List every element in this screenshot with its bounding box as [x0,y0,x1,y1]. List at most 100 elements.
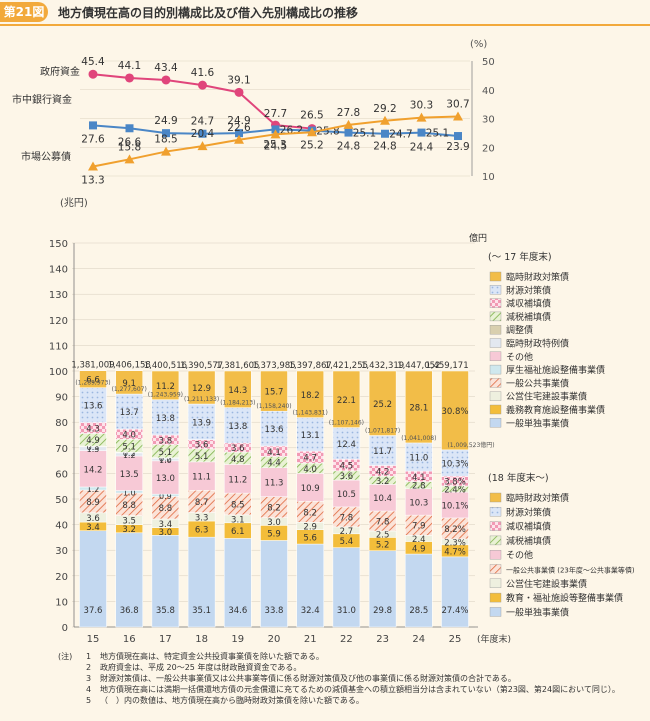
line-point-marker [162,129,170,138]
bar-segment [187,370,216,405]
bar-segment-label: 8.2 [303,508,317,518]
bar-ytick-label: 150 [49,239,68,250]
bar-segment-label: 10.1% [441,502,468,512]
bar-segment-label: 1.5 [87,445,100,454]
legend-item-label: 一般単独事業債 [506,606,569,618]
bar-segment-label: 4.7% [444,547,466,557]
bar-excluding-label: (1,158,240) [256,403,291,410]
note-row: 3 財源対策債は、一般公共事業債又は公共事業等債に係る財源対策債及び他の事業債に係… [58,673,648,684]
legend-swatch [489,271,502,282]
bar-segment [115,370,143,395]
bar-segment-label: 10.9 [301,484,320,494]
line-point-marker [161,146,171,156]
bar-segment-label: 6.6 [86,376,100,386]
bar-total-label: 1,459,171 [425,361,468,371]
line-data-label: 27.7 [264,108,287,120]
bar-excluding-label: (1,041,008) [401,435,436,442]
bar-segment-label: 4.5 [340,462,354,472]
bar-segment-label: 4.2 [376,467,390,477]
bar-segment-label: 2.3% [444,538,466,548]
legend-swatch [489,391,502,401]
legend-item-label: 厚生福祉施設整備事業債 [506,364,605,376]
line-point-marker [197,141,208,151]
line-ytick-label: 20 [482,143,495,154]
bar-excluding-label: (1,009,523億円) [447,441,494,449]
legend-item-label: 臨時財政特例債 [506,338,569,350]
legend-swatch [489,298,502,308]
line-series-name: 政府資金 [40,65,80,78]
bar-total-label: 1,397,867 [289,361,332,371]
bar-total-label: 1,432,319 [361,361,404,371]
bar-total-label: 1,373,985 [252,361,295,371]
bar-total-label: 1,400,516 [144,361,187,371]
note-text: 地方債現在高には満期一括償還地方債の元金償還に充てるための減債基金への積立額相当… [100,685,620,694]
bar-segment-label: 6.1 [231,527,245,537]
bar-segment-label: 28.1 [409,403,428,413]
legend-title: (18 年度末～) [488,472,549,484]
note-prefix [58,695,86,706]
legend-item-label: 臨時財政対策債 [506,492,569,504]
bar-segment-label: 8.7 [195,498,209,508]
legend-swatch [489,338,502,348]
legend-swatch [489,521,502,531]
legend-item-label: 一般公共事業債 [506,377,569,389]
bar-segment-label: 4.0 [303,465,317,475]
bar-segment-label: 25.2 [373,400,392,410]
line-point-marker [344,128,353,137]
line-extra-label: 25.3 [263,139,286,151]
bar-segment-label: 2.9 [303,523,317,533]
bar-segment-label: 10.3% [441,460,468,470]
bar-ytick-label: 130 [49,290,68,301]
bar-segment [260,410,288,447]
line-point-marker [416,112,427,122]
line-data-label: 24.7 [389,129,412,141]
bar-total-label: 1,381,605 [216,361,259,371]
bar-segment-label: 13.1 [301,431,320,441]
bar-segment [187,461,216,491]
line-data-label: 24.7 [191,116,214,128]
bar-segment [115,532,143,628]
legend-swatch [489,404,502,415]
bar-xtick-label: 24 [412,634,425,645]
line-data-label: 27.8 [337,107,360,119]
bar-segment-label: 3.4 [159,520,173,530]
legend-item-label: 減税補填債 [506,535,551,547]
bar-segment-label: 4.8 [231,455,245,465]
line-data-label: 39.1 [227,74,250,86]
note-row: 5 （ ）内の数値は、地方債現在高から臨時財政対策債を除いた額である。 [58,695,648,706]
bar-segment-label: 0.2 [159,455,172,464]
line-extra-label: 24.8 [337,140,360,152]
bar-segment-label: 4.0 [122,431,136,441]
line-point-marker [417,128,426,137]
bar-segment-label: 0.9 [159,492,172,501]
line-point-marker [124,154,135,164]
figure-header: 第21図 地方債現在高の目的別構成比及び借入先別構成比の推移 [0,0,650,26]
line-point-marker [235,129,243,138]
bar-ytick-label: 40 [55,521,68,532]
legend-swatch [489,285,502,295]
bar-segment [441,491,469,519]
bar-segment-label: 8.8 [122,501,136,511]
legend-item-label: 臨時財政対策債 [506,271,569,283]
bar-unit-label: (兆円) [60,197,88,209]
line-point-marker [125,124,134,133]
bar-segment-label: 3.6 [86,514,100,524]
bar-excluding-label: (1,071,817) [365,428,400,435]
bar-segment-label: 13.8 [228,422,247,432]
bar-xlabel-suffix: (年度末) [477,633,511,645]
bar-ytick-label: 90 [55,393,68,404]
bar-segment-label: 4.9 [412,544,426,554]
line-point-marker [381,129,389,138]
bar-segment-label: 4.7 [303,454,317,464]
legend-item-label: 財源対策債 [506,284,551,296]
bar-segment [368,550,397,628]
bar-segment-label: 13.7 [120,408,139,418]
line-data-label: 24.5 [264,140,287,152]
bar-xtick-label: 15 [87,634,100,645]
bar-segment-label: 3.6 [195,441,209,451]
line-data-label: 27.6 [81,133,105,145]
bar-excluding-label: (1,289,973) [75,380,110,387]
line-point-marker [125,73,134,83]
bar-segment [296,370,324,418]
bar-segment [224,407,252,444]
